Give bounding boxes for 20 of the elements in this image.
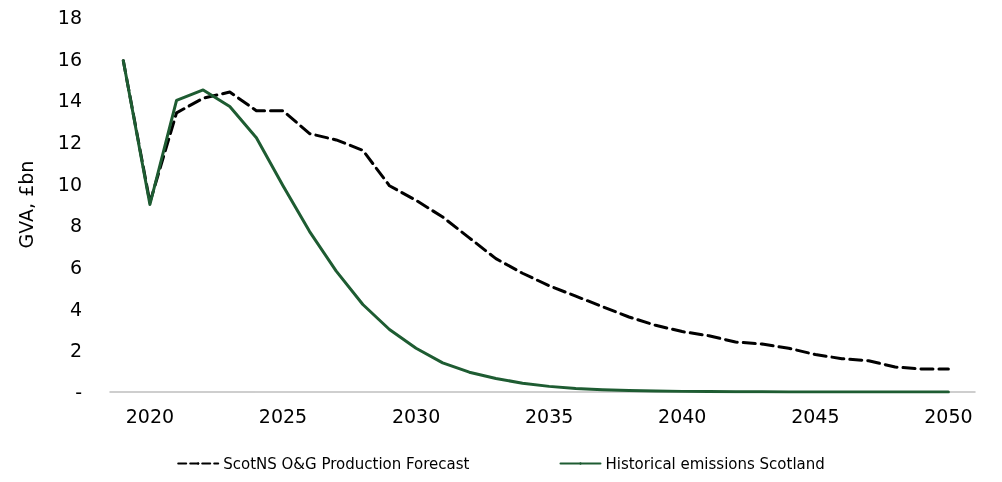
- y-tick-label: 8: [69, 214, 82, 237]
- y-tick-label: -: [75, 381, 82, 403]
- y-tick-label: 16: [57, 47, 82, 70]
- y-tick-label: 12: [57, 131, 82, 153]
- x-tick-label: 2050: [924, 404, 973, 427]
- legend-label: Historical emissions Scotland: [605, 454, 825, 473]
- y-tick-label: 18: [57, 6, 82, 28]
- x-tick-label: 2045: [791, 404, 840, 427]
- x-tick-label: 2020: [125, 404, 175, 427]
- y-tick-label: 14: [57, 89, 82, 112]
- x-tick-label: 2040: [658, 404, 707, 427]
- y-tick-label: 10: [57, 172, 82, 195]
- y-tick-label: 2: [69, 339, 82, 362]
- y-tick-label: 4: [69, 297, 82, 320]
- legend-label: ScotNS O&G Production Forecast: [223, 454, 470, 473]
- x-tick-label: 2035: [524, 404, 574, 427]
- y-tick-label: 6: [69, 256, 82, 278]
- x-tick-label: 2030: [391, 404, 441, 427]
- y-axis-title: GVA, £bn: [14, 160, 37, 249]
- x-tick-label: 2025: [258, 404, 308, 427]
